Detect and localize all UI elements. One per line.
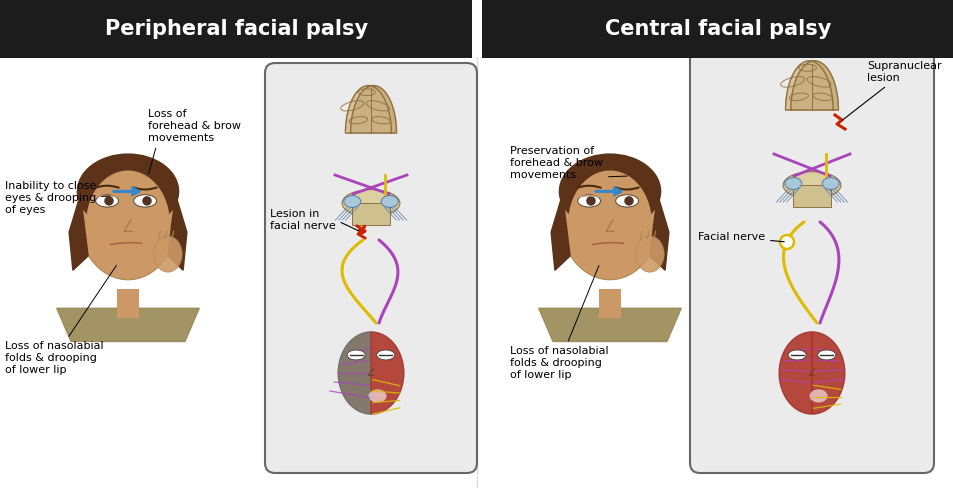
Bar	[481, 58, 953, 488]
Ellipse shape	[133, 195, 156, 207]
Text: Inability to close
eyes & drooping
of eyes: Inability to close eyes & drooping of ey…	[5, 182, 111, 215]
Ellipse shape	[78, 156, 177, 280]
Ellipse shape	[171, 217, 184, 234]
Text: Facial nerve: Facial nerve	[698, 232, 783, 242]
Bar	[0, 0, 472, 58]
Ellipse shape	[343, 196, 360, 207]
Bar	[598, 289, 620, 318]
Polygon shape	[350, 85, 396, 133]
Bar	[793, 185, 830, 207]
Polygon shape	[649, 194, 668, 270]
Text: Loss of
forehead & brow
movements: Loss of forehead & brow movements	[148, 109, 241, 173]
Polygon shape	[56, 308, 199, 342]
Text: Supranuclear
lesion: Supranuclear lesion	[841, 61, 941, 121]
Polygon shape	[345, 85, 391, 133]
Polygon shape	[371, 332, 403, 414]
Ellipse shape	[782, 172, 840, 199]
Ellipse shape	[635, 236, 663, 272]
Ellipse shape	[559, 156, 659, 280]
Polygon shape	[338, 332, 371, 414]
Polygon shape	[784, 61, 832, 110]
Ellipse shape	[381, 196, 397, 207]
Ellipse shape	[568, 170, 651, 275]
FancyBboxPatch shape	[689, 18, 933, 473]
Polygon shape	[790, 61, 838, 110]
Ellipse shape	[153, 236, 182, 272]
Circle shape	[780, 235, 793, 249]
Ellipse shape	[558, 153, 660, 229]
FancyBboxPatch shape	[265, 63, 476, 473]
Bar	[352, 203, 389, 225]
Polygon shape	[811, 332, 844, 414]
Ellipse shape	[623, 196, 633, 205]
Ellipse shape	[104, 196, 113, 205]
Ellipse shape	[578, 195, 599, 207]
Ellipse shape	[779, 332, 844, 414]
Ellipse shape	[376, 350, 395, 360]
Ellipse shape	[86, 170, 170, 275]
Ellipse shape	[817, 350, 835, 360]
Ellipse shape	[338, 332, 403, 414]
Polygon shape	[69, 194, 88, 270]
Text: Loss of nasolabial
folds & drooping
of lower lip: Loss of nasolabial folds & drooping of l…	[5, 265, 116, 375]
Polygon shape	[779, 332, 811, 414]
Ellipse shape	[809, 389, 826, 403]
Ellipse shape	[821, 178, 839, 189]
Text: Peripheral facial palsy: Peripheral facial palsy	[105, 19, 367, 39]
Ellipse shape	[615, 195, 638, 207]
Bar	[481, 0, 953, 58]
Ellipse shape	[142, 196, 152, 205]
Ellipse shape	[95, 195, 118, 207]
Ellipse shape	[368, 389, 386, 403]
Polygon shape	[551, 194, 570, 270]
Ellipse shape	[787, 350, 805, 360]
Ellipse shape	[347, 350, 365, 360]
Ellipse shape	[586, 196, 595, 205]
Ellipse shape	[652, 217, 665, 234]
Ellipse shape	[76, 153, 179, 229]
Text: Central facial palsy: Central facial palsy	[604, 19, 830, 39]
Polygon shape	[168, 194, 187, 270]
Ellipse shape	[342, 190, 399, 217]
Ellipse shape	[784, 178, 801, 189]
Bar	[116, 289, 139, 318]
Text: Loss of nasolabial
folds & drooping
of lower lip: Loss of nasolabial folds & drooping of l…	[510, 265, 608, 380]
Polygon shape	[538, 308, 680, 342]
Text: Preservation of
forehead & brow
movements: Preservation of forehead & brow movement…	[510, 146, 626, 180]
Text: Lesion in
facial nerve: Lesion in facial nerve	[270, 209, 358, 231]
Bar	[0, 58, 472, 488]
